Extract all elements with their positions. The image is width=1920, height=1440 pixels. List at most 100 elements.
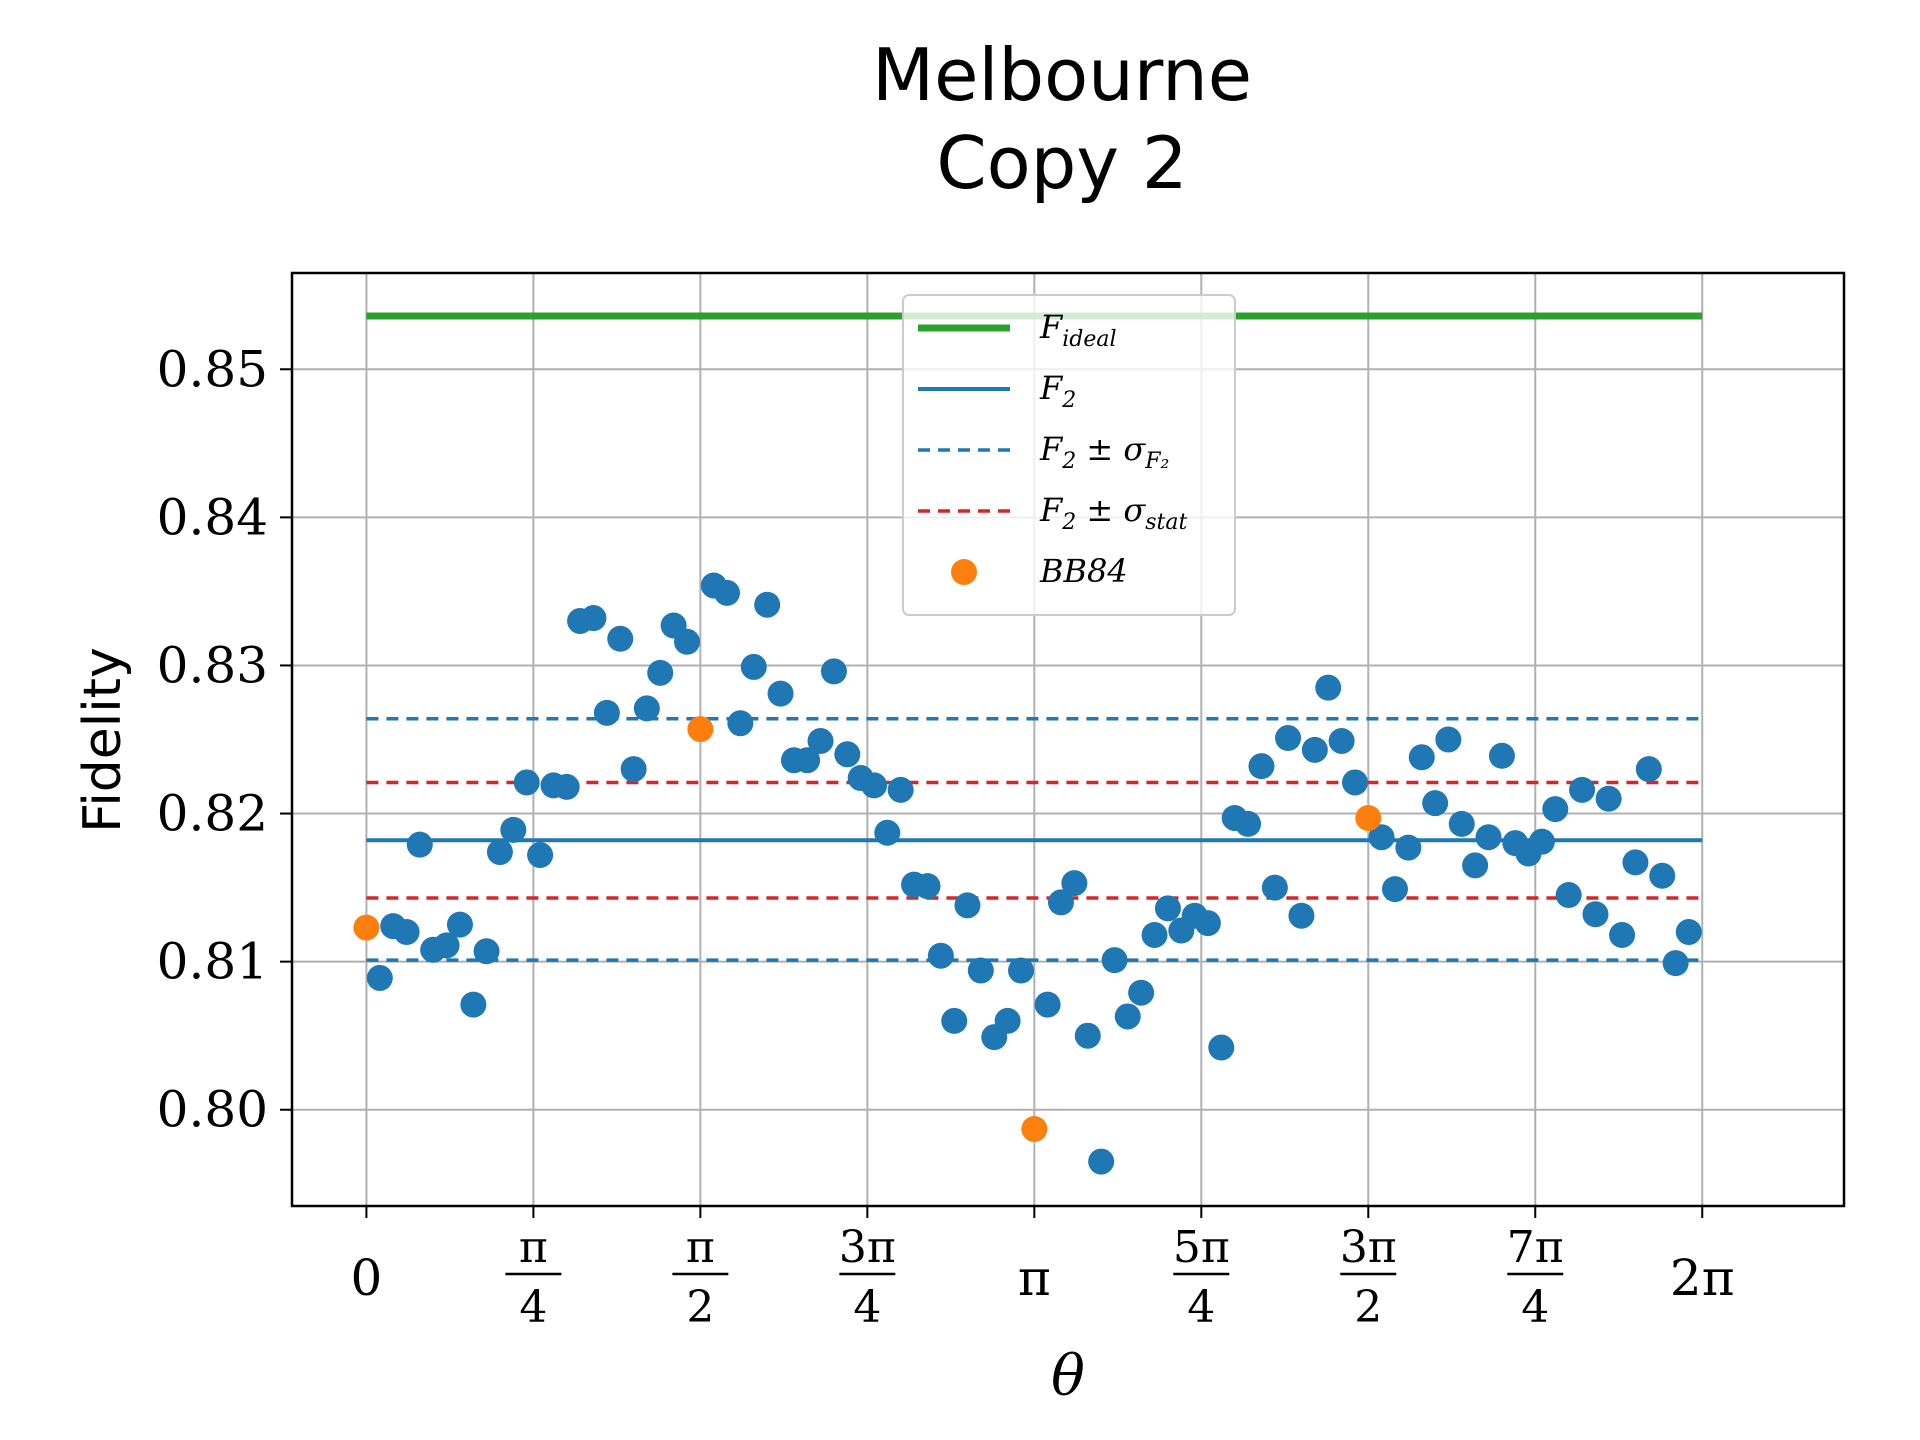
- x-tick-denominator: 4: [519, 1282, 547, 1333]
- fidelity-point: [820, 658, 847, 685]
- fidelity-point: [1194, 910, 1221, 937]
- fidelity-point: [1047, 889, 1074, 916]
- x-axis-ticks: 0 π 4 π 2 3π 4 π 5π 4 3π 2 7π 4 2π: [351, 1206, 1735, 1333]
- fidelity-point: [1248, 753, 1275, 780]
- y-tick-label: 0.81: [157, 933, 268, 991]
- fidelity-point: [1141, 921, 1168, 948]
- fidelity-point: [807, 727, 834, 754]
- fidelity-point: [954, 892, 981, 919]
- fidelity-point: [1635, 756, 1662, 783]
- x-tick-denominator: 4: [1521, 1282, 1549, 1333]
- x-tick-denominator: 4: [853, 1282, 881, 1333]
- legend-box: [902, 294, 1236, 616]
- fidelity-point: [1462, 852, 1489, 879]
- fidelity-point: [1275, 725, 1302, 752]
- fidelity-point: [887, 776, 914, 803]
- fidelity-point: [1622, 849, 1649, 876]
- fidelity-point: [1649, 862, 1676, 889]
- fidelity-point: [486, 839, 513, 866]
- x-tick-numerator: π: [686, 1222, 715, 1273]
- fidelity-point: [1528, 828, 1555, 855]
- fidelity-point: [767, 680, 794, 707]
- y-tick-label: 0.80: [157, 1081, 268, 1139]
- fidelity-point: [967, 957, 994, 984]
- fidelity-point: [1542, 796, 1569, 823]
- fidelity-point: [460, 991, 487, 1018]
- x-tick-numerator: 3π: [1340, 1222, 1397, 1273]
- fidelity-point: [674, 628, 701, 655]
- x-tick-denominator: 2: [1354, 1282, 1382, 1333]
- fidelity-point: [1074, 1022, 1101, 1049]
- x-tick-denominator: 2: [686, 1282, 714, 1333]
- fidelity-point: [393, 919, 420, 946]
- x-tick-label: π: [1018, 1249, 1051, 1307]
- x-tick-denominator: 4: [1187, 1282, 1215, 1333]
- fidelity-point: [861, 772, 888, 799]
- fidelity-point: [607, 625, 634, 652]
- legend-marker-swatch: [951, 559, 977, 585]
- y-tick-label: 0.82: [157, 785, 268, 843]
- legend-label: Fideal: [1039, 308, 1117, 352]
- fidelity-point: [874, 819, 901, 846]
- fidelity-point: [1301, 736, 1328, 763]
- fidelity-point: [647, 659, 674, 686]
- fidelity-point: [927, 942, 954, 969]
- fidelity-point: [713, 579, 740, 606]
- fidelity-point: [580, 605, 607, 632]
- fidelity-point: [1288, 902, 1315, 929]
- fidelity-point: [1448, 810, 1475, 837]
- fidelity-point: [1555, 882, 1582, 908]
- y-tick-label: 0.83: [157, 636, 268, 694]
- fidelity-point: [633, 695, 660, 722]
- fidelity-point: [593, 699, 620, 726]
- x-tick-label: 0: [351, 1249, 383, 1307]
- x-tick-numerator: 3π: [839, 1222, 896, 1273]
- fidelity-point: [754, 591, 781, 618]
- fidelity-point: [834, 741, 861, 768]
- fidelity-point: [1235, 810, 1262, 837]
- fidelity-point: [914, 873, 941, 900]
- fidelity-point: [1034, 991, 1061, 1018]
- fidelity-point: [1128, 979, 1155, 1006]
- fidelity-point: [1368, 824, 1395, 851]
- legend: Fideal F2 F2 ± σF₂ F2 ± σstat BB84: [902, 294, 1236, 616]
- y-tick-label: 0.84: [157, 488, 268, 546]
- fidelity-point: [406, 831, 433, 858]
- x-tick-numerator: π: [519, 1222, 548, 1273]
- fidelity-point: [366, 964, 393, 991]
- fidelity-point: [1582, 901, 1609, 928]
- bb84-point: [1355, 804, 1382, 831]
- fidelity-point: [1408, 744, 1435, 771]
- fidelity-point: [620, 756, 647, 783]
- fidelity-point: [1475, 824, 1502, 851]
- x-tick-numerator: 7π: [1507, 1222, 1564, 1273]
- fidelity-point: [1422, 790, 1449, 817]
- fidelity-point: [1101, 947, 1128, 974]
- x-axis-label: θ: [1051, 1344, 1085, 1409]
- chart-title-line-1: Melbourne: [872, 33, 1252, 117]
- fidelity-point: [1381, 876, 1408, 903]
- fidelity-point: [473, 938, 500, 965]
- legend-label: F2 ± σstat: [1039, 491, 1187, 535]
- fidelity-point: [727, 710, 754, 737]
- bb84-point: [353, 914, 380, 941]
- fidelity-point: [1569, 776, 1596, 803]
- legend-label: BB84: [1039, 552, 1128, 590]
- fidelity-point: [1595, 785, 1622, 812]
- y-tick-label: 0.85: [157, 340, 268, 398]
- fidelity-point: [1488, 742, 1515, 769]
- x-tick-numerator: 5π: [1173, 1222, 1230, 1273]
- fidelity-point: [1208, 1034, 1235, 1061]
- fidelity-point: [553, 773, 580, 800]
- fidelity-point: [1261, 874, 1288, 901]
- fidelity-point: [1342, 769, 1369, 796]
- fidelity-point: [1114, 1003, 1141, 1030]
- fidelity-point: [740, 653, 767, 680]
- plot-frame: [290, 271, 1846, 1208]
- x-tick-label: 2π: [1670, 1249, 1735, 1307]
- fidelity-point: [513, 769, 540, 796]
- fidelity-point: [994, 1007, 1021, 1034]
- y-axis-label: Fidelity: [73, 647, 133, 833]
- fidelity-point: [794, 747, 821, 774]
